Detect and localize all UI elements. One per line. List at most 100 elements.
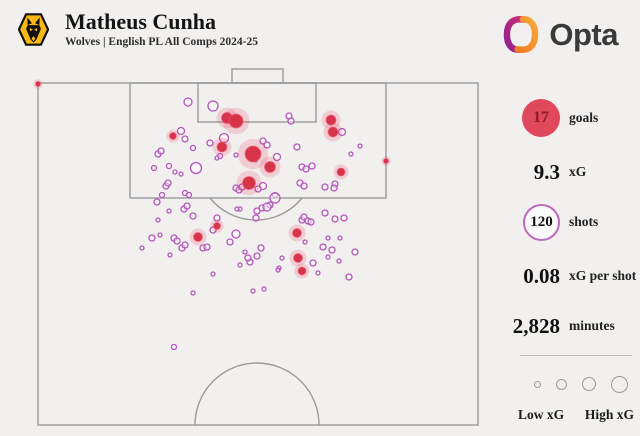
shot-marker	[214, 155, 220, 161]
shot-marker	[210, 271, 216, 277]
shot-marker	[231, 229, 241, 239]
shot-marker	[206, 139, 214, 147]
shot-marker	[237, 262, 243, 268]
shot-marker	[262, 202, 272, 212]
shot-marker	[165, 162, 173, 170]
goal-frame	[231, 68, 284, 84]
shot-marker	[178, 171, 184, 177]
shot-marker	[331, 215, 339, 223]
legend-size-circle	[556, 378, 567, 390]
shot-marker	[164, 179, 172, 187]
shot-marker	[216, 141, 228, 153]
minutes-label: minutes	[569, 318, 615, 333]
shot-marker	[233, 152, 239, 158]
shot-marker	[279, 255, 285, 261]
shot-marker	[336, 258, 342, 264]
wolves-crest-icon	[18, 12, 49, 46]
legend-labels: Low xG High xG	[518, 407, 634, 423]
legend-size-circle	[582, 377, 596, 391]
shot-marker	[321, 183, 329, 191]
shot-marker	[327, 126, 339, 138]
shot-marker	[357, 143, 363, 149]
shot-marker	[167, 252, 173, 258]
xg-per-shot-value: 0.08	[523, 263, 560, 288]
shots-badge: 120	[523, 203, 560, 241]
opta-wordmark: Opta	[549, 16, 618, 52]
legend-high-label: High xG	[584, 407, 634, 422]
minutes-value: 2,828	[512, 313, 560, 338]
shot-marker	[292, 228, 302, 238]
xg-per-shot-label: xG per shot	[569, 268, 637, 283]
shot-marker	[250, 288, 256, 294]
shot-marker	[340, 214, 348, 222]
opta-brand: Opta	[502, 14, 618, 55]
goals-value: 17	[533, 109, 549, 126]
shots-layer	[33, 79, 391, 351]
shot-marker	[244, 254, 252, 262]
shot-marker	[264, 161, 276, 173]
shot-marker	[308, 162, 316, 170]
shot-marker	[35, 81, 41, 87]
shot-marker	[293, 253, 303, 263]
shot-marker	[330, 184, 338, 192]
opta-logo-icon	[504, 16, 539, 53]
stat-goals: 17 goals	[508, 96, 640, 140]
shot-marker	[300, 182, 308, 190]
shot-marker	[302, 165, 310, 173]
shot-marker	[150, 164, 158, 172]
shot-marker	[242, 176, 256, 190]
penalty-box	[129, 82, 387, 199]
shot-marker	[189, 212, 197, 220]
shot-marker	[158, 191, 166, 199]
shot-marker	[181, 135, 189, 143]
shot-marker	[207, 100, 219, 112]
shot-marker	[173, 237, 181, 245]
shot-marker	[293, 143, 301, 151]
shot-marker	[272, 152, 282, 162]
header: Matheus Cunha Wolves | English PL All Co…	[18, 10, 258, 48]
shot-marker	[244, 145, 262, 163]
stat-shots: 120 shots	[508, 200, 640, 244]
shot-marker	[213, 222, 221, 230]
shot-marker	[325, 235, 331, 241]
shot-marker	[348, 151, 354, 157]
shot-marker	[185, 191, 193, 199]
header-text: Matheus Cunha Wolves | English PL All Co…	[65, 10, 258, 48]
shot-marker	[155, 217, 161, 223]
shot-marker	[172, 169, 178, 175]
shot-marker	[337, 235, 343, 241]
pitch-lines	[37, 68, 479, 426]
shot-marker	[254, 185, 262, 193]
shot-marker	[183, 97, 193, 107]
shot-marker	[325, 114, 337, 126]
shot-marker	[253, 252, 261, 260]
page-subtitle: Wolves | English PL All Comps 2024-25	[65, 36, 258, 49]
legend-low-label: Low xG	[518, 407, 565, 422]
stats-panel: 17 goals 9.3 xG 120 shots 0.08 xG per sh…	[508, 0, 640, 436]
xg-value: 9.3	[533, 159, 560, 184]
shot-marker	[193, 232, 203, 242]
shot-marker	[242, 249, 248, 255]
shot-marker	[309, 259, 317, 267]
shot-marker	[226, 238, 234, 246]
shot-marker	[213, 214, 221, 222]
shot-marker	[203, 243, 211, 251]
shot-marker	[345, 273, 353, 281]
penalty-arc	[209, 197, 303, 221]
shot-marker	[307, 218, 315, 226]
shot-marker	[336, 167, 346, 177]
shot-marker	[275, 267, 281, 273]
shot-marker	[252, 214, 260, 222]
shot-marker	[328, 246, 336, 254]
goals-label: goals	[569, 110, 599, 125]
shot-marker	[228, 113, 244, 129]
legend-divider	[520, 355, 632, 356]
shot-marker	[351, 248, 359, 256]
stat-minutes: 2,828 minutes	[508, 304, 640, 348]
shot-marker	[321, 209, 329, 217]
shot-marker	[297, 266, 307, 276]
shots-value: 120	[530, 213, 553, 230]
shot-marker	[169, 132, 177, 140]
shot-marker	[383, 158, 389, 164]
